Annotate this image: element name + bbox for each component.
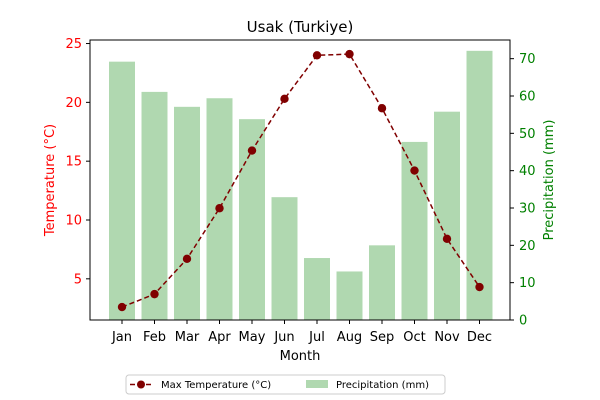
x-axis: Jan Feb Mar Apr May Jun Jul Aug Sep Oct Nov Dec bbox=[111, 320, 492, 345]
x-tick-label: Oct bbox=[403, 330, 425, 345]
temperature-point bbox=[312, 51, 322, 60]
temperature-point bbox=[345, 49, 354, 59]
legend-marker-swatch bbox=[137, 380, 145, 389]
x-tick-label: Jan bbox=[111, 330, 132, 345]
right-tick-label: 30 bbox=[519, 202, 536, 217]
right-tick-label: 20 bbox=[519, 239, 536, 254]
chart-title: Usak (Turkiye) bbox=[247, 18, 354, 36]
temperature-line bbox=[117, 49, 484, 312]
precipitation-bar bbox=[174, 106, 200, 321]
temperature-point bbox=[280, 94, 289, 104]
right-axis-label: Precipitation (mm) bbox=[542, 120, 557, 241]
x-tick-label: Dec bbox=[467, 330, 492, 345]
precipitation-bar bbox=[434, 111, 460, 321]
legend-label-temperature: Max Temperature (°C) bbox=[161, 380, 271, 391]
temperature-point bbox=[442, 234, 452, 244]
temperature-point bbox=[247, 146, 257, 155]
temperature-point bbox=[410, 166, 419, 175]
right-y-axis: 0 10 20 30 40 50 60 70 bbox=[510, 52, 536, 329]
x-tick-label: Jul bbox=[308, 330, 325, 345]
x-tick-label: Sep bbox=[370, 330, 395, 345]
temperature-point bbox=[117, 302, 127, 312]
x-tick-label: Feb bbox=[143, 330, 166, 345]
left-tick-label: 10 bbox=[65, 214, 82, 229]
x-tick-label: Apr bbox=[208, 330, 231, 345]
right-tick-label: 10 bbox=[519, 276, 536, 291]
left-axis-label: Temperature (°C) bbox=[43, 124, 58, 237]
temperature-point bbox=[182, 254, 192, 264]
legend-bar-swatch bbox=[306, 380, 328, 388]
left-tick-label: 25 bbox=[65, 37, 82, 52]
right-tick-label: 50 bbox=[519, 127, 536, 142]
right-tick-label: 0 bbox=[519, 314, 527, 329]
right-tick-label: 60 bbox=[519, 90, 536, 105]
precipitation-bar bbox=[271, 197, 298, 320]
precipitation-bar bbox=[336, 271, 363, 320]
precipitation-bar bbox=[141, 91, 168, 320]
x-tick-label: Mar bbox=[175, 330, 200, 345]
left-tick-label: 20 bbox=[65, 96, 82, 111]
temperature-point bbox=[377, 104, 387, 113]
x-tick-label: Nov bbox=[434, 330, 460, 345]
right-tick-label: 70 bbox=[519, 52, 536, 67]
temperature-series-line bbox=[121, 53, 481, 308]
left-y-axis: 5 10 15 20 25 bbox=[65, 37, 90, 287]
legend-label-precipitation: Precipitation (mm) bbox=[336, 380, 429, 391]
plot-frame bbox=[89, 39, 511, 321]
right-tick-label: 40 bbox=[519, 164, 536, 179]
legend-box bbox=[125, 374, 446, 395]
x-tick-label: May bbox=[239, 330, 266, 345]
temperature-point bbox=[475, 282, 484, 292]
legend: Max Temperature (°C) Precipitation (mm) bbox=[125, 374, 446, 395]
precipitation-bar bbox=[109, 61, 135, 321]
left-tick-label: 5 bbox=[74, 272, 82, 287]
x-axis-label: Month bbox=[280, 349, 321, 364]
left-tick-label: 15 bbox=[65, 155, 82, 170]
precipitation-bar bbox=[466, 50, 493, 321]
x-tick-label: Jun bbox=[273, 330, 294, 345]
temperature-point bbox=[150, 289, 159, 299]
precipitation-bars bbox=[109, 50, 493, 321]
temperature-point bbox=[215, 204, 224, 213]
precipitation-bar bbox=[304, 258, 330, 320]
precipitation-bar bbox=[369, 245, 395, 320]
x-tick-label: Aug bbox=[337, 330, 362, 345]
